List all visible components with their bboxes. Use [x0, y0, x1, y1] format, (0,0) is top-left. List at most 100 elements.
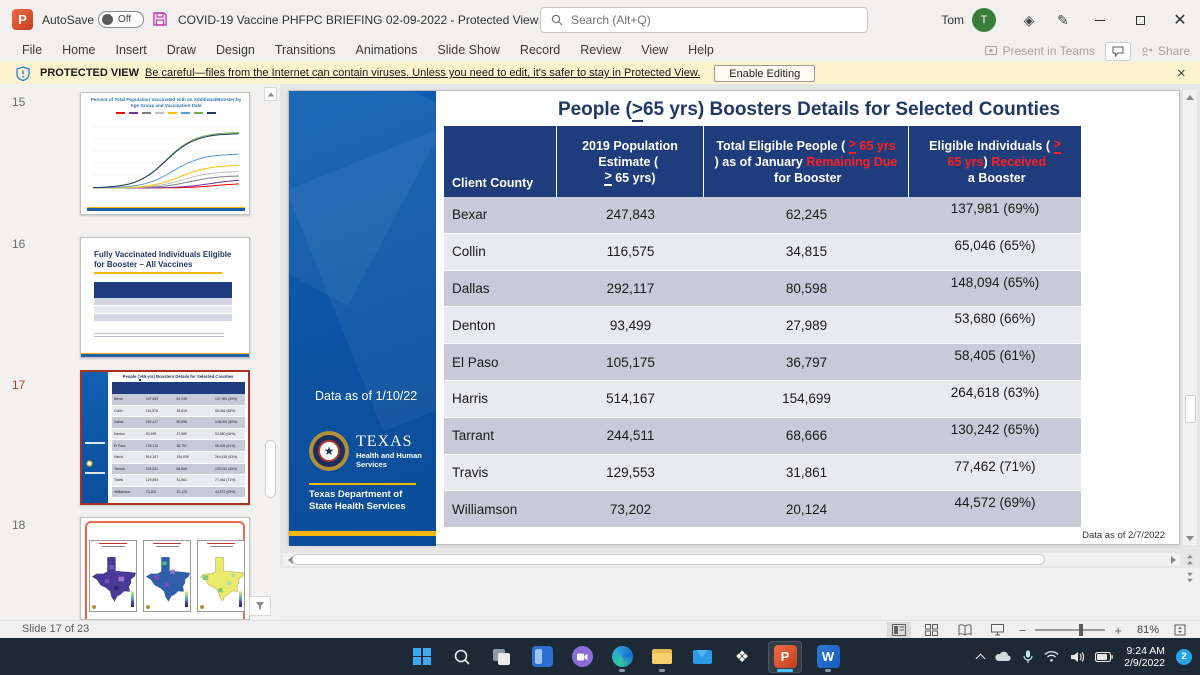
present-in-teams-label: Present in Teams — [1002, 44, 1095, 58]
battery-icon[interactable] — [1095, 651, 1113, 662]
scroll-down-icon[interactable] — [1183, 531, 1197, 545]
powerpoint-app-icon[interactable]: P — [12, 9, 33, 30]
user-name[interactable]: Tom — [941, 13, 964, 27]
enable-editing-button[interactable]: Enable Editing — [714, 64, 816, 82]
dropbox-icon[interactable]: ❖ — [734, 648, 750, 666]
slide-thumbnail-17-selected[interactable]: People (>65 yrs) Boosters Details for Se… — [80, 370, 250, 505]
file-explorer-icon[interactable] — [648, 642, 676, 672]
save-icon[interactable] — [152, 11, 168, 27]
slide-counter[interactable]: Slide 17 of 23 — [22, 623, 90, 635]
word-taskbar-icon[interactable]: W — [814, 642, 842, 672]
legend-swatch — [181, 112, 190, 114]
tray-chevron-up-icon[interactable] — [975, 652, 986, 663]
normal-view-button[interactable] — [886, 622, 911, 638]
taskbar-clock[interactable]: 9:24 AM 2/9/2022 — [1124, 645, 1165, 669]
mail-app-icon[interactable] — [688, 642, 716, 672]
tab-slide-show[interactable]: Slide Show — [437, 43, 500, 57]
tab-home[interactable]: Home — [62, 43, 96, 57]
comments-button[interactable] — [1104, 41, 1131, 61]
texas-seal-icon: ★ — [309, 431, 349, 471]
user-avatar[interactable]: T — [972, 8, 996, 32]
minimize-button[interactable] — [1080, 0, 1120, 40]
video-chat-app-icon[interactable] — [568, 642, 596, 672]
onedrive-cloud-icon[interactable] — [995, 651, 1012, 662]
vertical-scrollbar[interactable] — [1183, 90, 1197, 545]
zoom-out-icon[interactable]: − — [1018, 622, 1027, 638]
scroll-left-icon[interactable] — [283, 553, 297, 566]
table-row: Williamson 73,202 20,124 44,572 (69%) — [444, 491, 1081, 529]
texas-hhs-logo: ★ TEXAS Health and Human Services — [309, 431, 426, 471]
slide-thumbnail-15[interactable]: Percent of Total Population Vaccinated w… — [80, 92, 250, 215]
tab-insert[interactable]: Insert — [115, 43, 147, 57]
edge-browser-icon[interactable] — [608, 642, 636, 672]
volume-icon[interactable] — [1070, 651, 1085, 663]
start-button[interactable] — [408, 642, 436, 672]
vertical-scrollbar-thumb[interactable] — [1184, 395, 1196, 423]
horizontal-scrollbar[interactable] — [283, 553, 1180, 566]
notification-badge[interactable]: 2 — [1176, 648, 1192, 665]
thumb15-chart-title: Percent of Total Population Vaccinated w… — [90, 97, 242, 108]
thumb18-map-1 — [89, 540, 137, 612]
tab-design[interactable]: Design — [215, 43, 255, 57]
table-cell: 148,094 (65%) — [950, 274, 1040, 290]
thumbnail-scroll-up-icon[interactable] — [264, 87, 277, 101]
tab-draw[interactable]: Draw — [166, 43, 196, 57]
table-body: Bexar 247,843 62,245 137,981 (69%) Collin 116… — [444, 197, 1081, 529]
scroll-up-icon[interactable] — [1183, 90, 1197, 104]
present-in-teams-button[interactable]: Present in Teams — [985, 44, 1095, 58]
powerpoint-taskbar-icon[interactable]: P — [768, 640, 802, 673]
mini-table-row: El Paso 105,175 36,797 58,405 (61%) — [112, 440, 245, 452]
gem-icon[interactable]: ◈ — [1023, 11, 1035, 28]
department-name: Texas Department of State Health Service… — [309, 489, 406, 512]
slide-sorter-view-button[interactable] — [920, 622, 944, 638]
microphone-icon[interactable] — [1023, 650, 1033, 664]
widgets-icon[interactable] — [528, 642, 556, 672]
tab-review[interactable]: Review — [580, 43, 622, 57]
zoom-in-icon[interactable]: + — [1114, 622, 1122, 638]
scroll-right-icon[interactable] — [1166, 553, 1180, 566]
close-button[interactable]: ✕ — [1173, 12, 1187, 29]
wifi-icon[interactable] — [1044, 651, 1059, 662]
share-button[interactable]: Share — [1141, 44, 1190, 58]
teams-icon — [985, 45, 998, 55]
slide-thumbnail-16[interactable]: Fully Vaccinated Individuals Eligible fo… — [80, 237, 250, 358]
table-cell: 73,202 — [609, 501, 652, 517]
table-cell: 105,175 — [606, 354, 655, 370]
task-view-icon[interactable] — [488, 642, 516, 672]
zoom-level[interactable]: 81% — [1136, 624, 1159, 636]
taskbar-search-icon[interactable] — [448, 642, 476, 672]
protected-view-label: PROTECTED VIEW — [40, 67, 140, 79]
tab-help[interactable]: Help — [688, 43, 714, 57]
autosave-toggle[interactable]: Off — [98, 11, 144, 28]
text-segment: 65 yrs — [943, 154, 984, 169]
autosave-label: AutoSave — [42, 13, 95, 27]
thumbnail-scroll-bottom-button[interactable] — [249, 596, 271, 616]
fit-slide-to-window-button[interactable] — [1168, 622, 1192, 638]
tab-transitions[interactable]: Transitions — [274, 43, 336, 57]
tab-file[interactable]: File — [22, 43, 43, 57]
horizontal-scrollbar-thumb[interactable] — [292, 554, 1045, 565]
slideshow-view-button[interactable] — [986, 622, 1010, 638]
restore-button[interactable] — [1120, 0, 1160, 40]
ribbon-tab-row: File Home Insert Draw Design Transitions Anima… — [0, 40, 1200, 62]
tab-record[interactable]: Record — [519, 43, 561, 57]
table-cell: 77,462 (71%) — [954, 458, 1036, 474]
reading-view-button[interactable] — [953, 622, 977, 638]
zoom-slider[interactable] — [1035, 624, 1106, 636]
zoom-slider-thumb[interactable] — [1079, 624, 1084, 636]
thumbnail-scrollbar[interactable] — [263, 84, 278, 620]
protected-view-bar: PROTECTED VIEW Be careful—files from the… — [0, 62, 1200, 84]
text-segment: for Booster — [770, 170, 842, 185]
pen-mode-icon[interactable]: ✎ — [1057, 11, 1069, 28]
protected-view-message[interactable]: Be careful—files from the Internet can c… — [145, 67, 701, 79]
text-segment: > — [604, 169, 612, 186]
dismiss-banner-icon[interactable]: ✕ — [1176, 67, 1186, 80]
thumb16-footer-stripe — [81, 353, 249, 357]
search-input[interactable]: Search (Alt+Q) — [540, 7, 868, 33]
slide-thumbnail-18[interactable] — [80, 517, 250, 620]
tab-animations[interactable]: Animations — [355, 43, 418, 57]
previous-slide-button[interactable] — [1183, 551, 1197, 567]
tab-view[interactable]: View — [641, 43, 669, 57]
next-slide-button[interactable] — [1183, 569, 1197, 585]
thumbnail-scrollbar-thumb[interactable] — [265, 440, 276, 498]
